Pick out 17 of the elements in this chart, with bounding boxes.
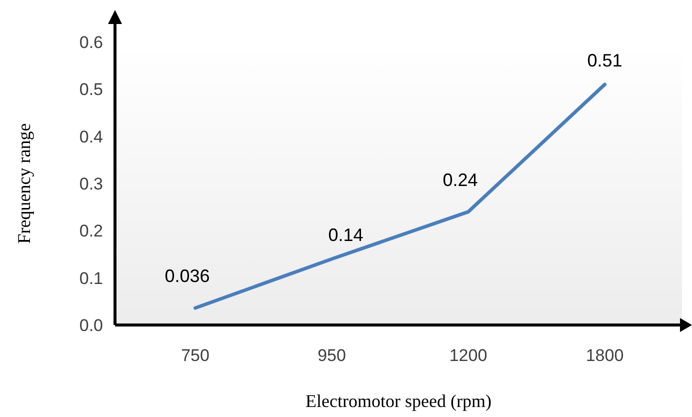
x-tick-label: 1200 (449, 346, 488, 365)
data-label: 0.036 (164, 266, 210, 286)
y-tick-label: 0.3 (79, 174, 103, 194)
x-tick-label: 950 (318, 346, 346, 365)
y-tick-label: 0.6 (79, 32, 103, 52)
x-tick-label: 1800 (586, 346, 624, 365)
y-tick-label: 0.5 (79, 80, 103, 100)
y-tick-label: 0.4 (79, 127, 103, 146)
data-label: 0.14 (328, 224, 364, 245)
x-axis-title: Electromotor speed (rpm) (306, 391, 492, 411)
y-axis-title: Frequency range (14, 123, 34, 244)
y-tick-label: 0.1 (79, 268, 103, 288)
data-label: 0.51 (587, 50, 622, 70)
y-tick-label: 0.2 (79, 222, 103, 241)
x-tick-label: 750 (181, 346, 210, 365)
y-tick-label: 0.0 (79, 316, 103, 335)
data-label: 0.24 (442, 170, 478, 190)
